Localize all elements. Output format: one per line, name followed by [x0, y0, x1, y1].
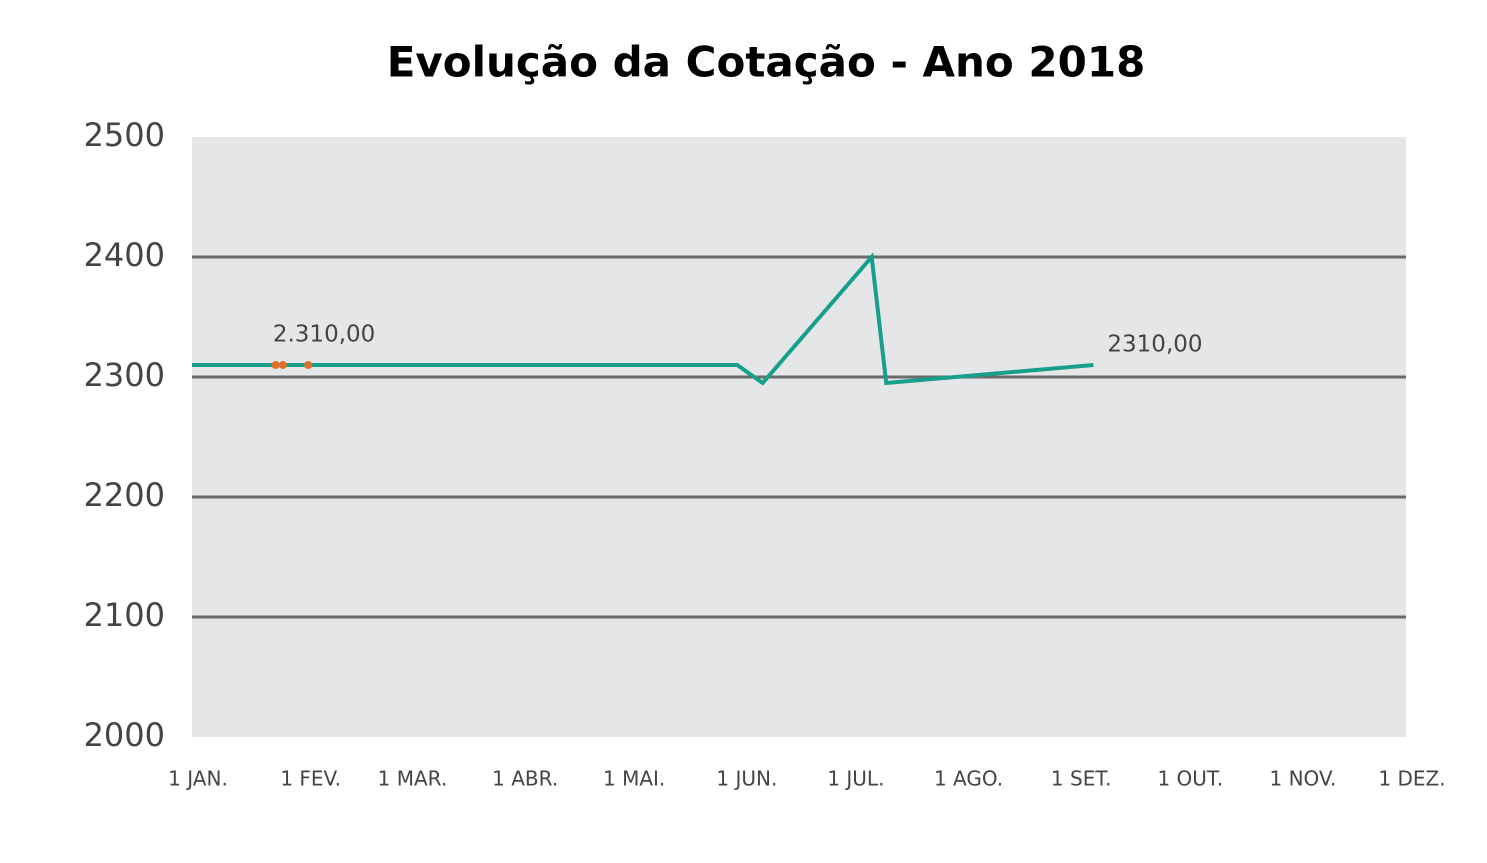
- x-tick-label: 1 SET.: [1051, 767, 1112, 791]
- x-tick-label: 1 ABR.: [492, 767, 558, 791]
- data-label: 2.310,00: [273, 322, 375, 348]
- x-tick-label: 1 MAI.: [603, 767, 665, 791]
- y-tick-label: 2300: [84, 356, 165, 394]
- plot-area: [192, 137, 1406, 737]
- y-tick-label: 2000: [84, 716, 165, 754]
- x-tick-label: 1 JAN.: [168, 767, 228, 791]
- y-tick-label: 2200: [84, 476, 165, 514]
- x-tick-label: 1 JUN.: [716, 767, 777, 791]
- chart-title: Evolução da Cotação - Ano 2018: [387, 38, 1146, 87]
- x-tick-label: 1 AGO.: [934, 767, 1003, 791]
- x-tick-label: 1 MAR.: [378, 767, 448, 791]
- x-tick-label: 1 NOV.: [1270, 767, 1337, 791]
- line: [192, 252, 1094, 386]
- marker: [304, 361, 313, 369]
- x-tick-label: 1 DEZ.: [1378, 767, 1445, 791]
- y-tick-label: 2400: [84, 236, 165, 274]
- y-tick-label: 2100: [84, 596, 165, 634]
- x-tick-label: 1 OUT.: [1157, 767, 1223, 791]
- y-tick-label: 2500: [84, 116, 165, 154]
- marker: [271, 361, 280, 369]
- marker: [278, 361, 287, 369]
- x-tick-label: 1 JUL.: [827, 767, 884, 791]
- x-tick-label: 1 FEV.: [280, 767, 341, 791]
- data-label: 2310,00: [1107, 332, 1202, 358]
